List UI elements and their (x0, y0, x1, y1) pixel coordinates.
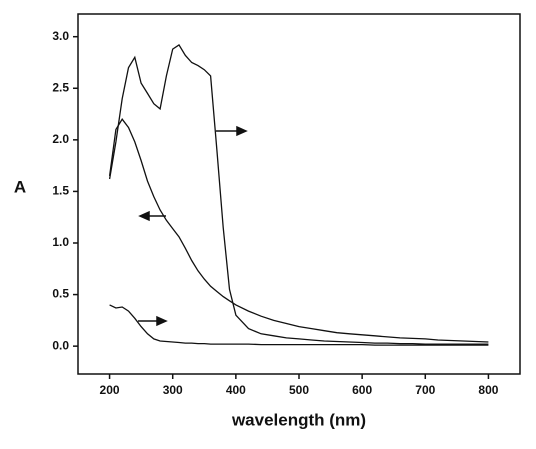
arrows (138, 125, 248, 327)
y-tick-label: 2.0 (52, 132, 69, 146)
y-tick-label: 0.5 (52, 287, 69, 301)
y-tick-label: 1.0 (52, 235, 69, 249)
y-tick-label: 0.0 (52, 338, 69, 352)
x-tick-label: 600 (352, 383, 372, 397)
plot-frame (77, 13, 521, 375)
x-tick-label: 500 (289, 383, 309, 397)
data-line (109, 304, 489, 346)
arrow-head (236, 125, 248, 137)
y-tick-label: 2.5 (52, 80, 69, 94)
y-axis-title: A (14, 177, 26, 196)
y-tick-label: 3.0 (52, 29, 69, 43)
x-tick-label: 400 (226, 383, 246, 397)
data-line (108, 118, 489, 343)
x-axis-title: wavelength (nm) (231, 410, 366, 429)
x-tick-label: 800 (478, 383, 498, 397)
y-tick-label: 1.5 (52, 184, 69, 198)
x-tick-label: 700 (415, 383, 435, 397)
x-tick-label: 200 (100, 383, 120, 397)
arrow-head (156, 315, 168, 327)
x-tick-label: 300 (163, 383, 183, 397)
arrow-head (138, 210, 150, 222)
data-line (108, 43, 489, 345)
